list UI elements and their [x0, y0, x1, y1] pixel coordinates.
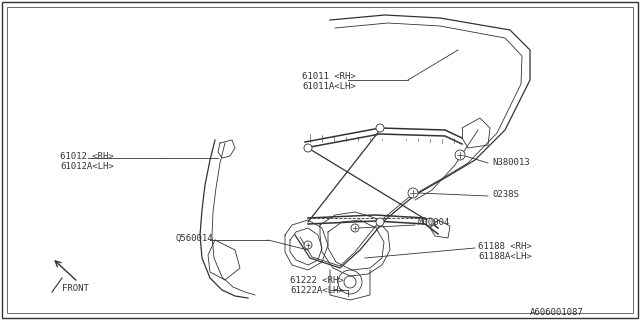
Text: N380013: N380013: [492, 158, 530, 167]
Circle shape: [408, 188, 418, 198]
Text: 61222A<LH>: 61222A<LH>: [290, 286, 344, 295]
Text: Q560014: Q560014: [175, 234, 212, 243]
Text: 61012A<LH>: 61012A<LH>: [60, 162, 114, 171]
Circle shape: [376, 218, 384, 226]
Text: 61222 <RH>: 61222 <RH>: [290, 276, 344, 285]
Circle shape: [376, 124, 384, 132]
Text: 61011 <RH>: 61011 <RH>: [302, 72, 356, 81]
Circle shape: [304, 144, 312, 152]
Circle shape: [426, 218, 434, 226]
Text: M00004: M00004: [418, 218, 451, 227]
Text: 61188 <RH>: 61188 <RH>: [478, 242, 532, 251]
Text: 61012 <RH>: 61012 <RH>: [60, 152, 114, 161]
Circle shape: [351, 224, 359, 232]
Circle shape: [455, 150, 465, 160]
Text: 61011A<LH>: 61011A<LH>: [302, 82, 356, 91]
Circle shape: [304, 241, 312, 249]
Text: 61188A<LH>: 61188A<LH>: [478, 252, 532, 261]
Text: 0238S: 0238S: [492, 190, 519, 199]
Text: A606001087: A606001087: [530, 308, 584, 317]
Text: FRONT: FRONT: [62, 284, 89, 293]
